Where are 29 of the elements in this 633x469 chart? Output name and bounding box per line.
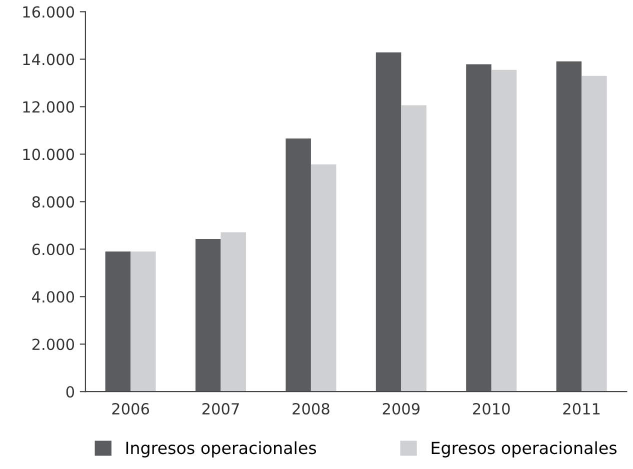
legend-label: Egresos operacionales <box>432 441 617 458</box>
bar <box>220 232 246 392</box>
y-tick-label: 14.000 <box>23 54 74 66</box>
bar <box>196 238 221 392</box>
y-tick-label: 8.000 <box>32 196 74 208</box>
bar <box>376 52 402 392</box>
y-tick-label: 6.000 <box>32 244 74 256</box>
y-tick-label: 0 <box>66 386 74 398</box>
y-tick-label: 2.000 <box>32 338 74 350</box>
x-tick-label: 2008 <box>292 402 330 415</box>
legend-label: Ingresos operacionales <box>126 441 316 458</box>
bar <box>401 105 426 392</box>
bar <box>466 64 492 392</box>
x-tick-label: 2011 <box>563 402 600 415</box>
y-tick-label: 12.000 <box>23 101 74 113</box>
bar <box>286 138 311 392</box>
y-tick-label: 10.000 <box>23 148 74 160</box>
x-tick-label: 2010 <box>473 402 510 415</box>
bar <box>556 61 582 392</box>
bar <box>105 252 131 392</box>
bar <box>491 70 517 392</box>
y-tick-label: 16.000 <box>23 6 74 18</box>
bar <box>310 164 336 392</box>
x-tick-label: 2006 <box>112 402 150 415</box>
x-tick-label: 2007 <box>202 402 239 415</box>
x-tick-label: 2009 <box>382 402 420 415</box>
y-tick-label: 4.000 <box>32 291 74 303</box>
bar <box>130 252 156 392</box>
bar <box>582 76 607 392</box>
